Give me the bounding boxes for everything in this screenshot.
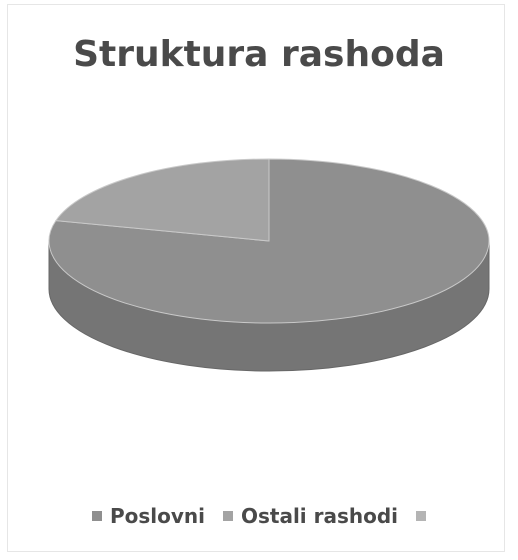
legend-swatch-0 (91, 511, 102, 521)
legend-label-0: Poslovni (109, 504, 205, 528)
chart-title: Struktura rashoda (73, 34, 445, 75)
legend-item-0: Poslovni (91, 504, 205, 528)
chart-legend: Poslovni Ostali rashodi (0, 504, 518, 528)
legend-swatch-2 (416, 511, 427, 521)
pie-slice-1 (55, 158, 270, 242)
legend-label-1: Ostali rashodi (240, 504, 399, 528)
legend-item-1: Ostali rashodi (222, 504, 399, 528)
legend-swatch-1 (222, 511, 233, 521)
legend-item-2 (416, 511, 427, 521)
